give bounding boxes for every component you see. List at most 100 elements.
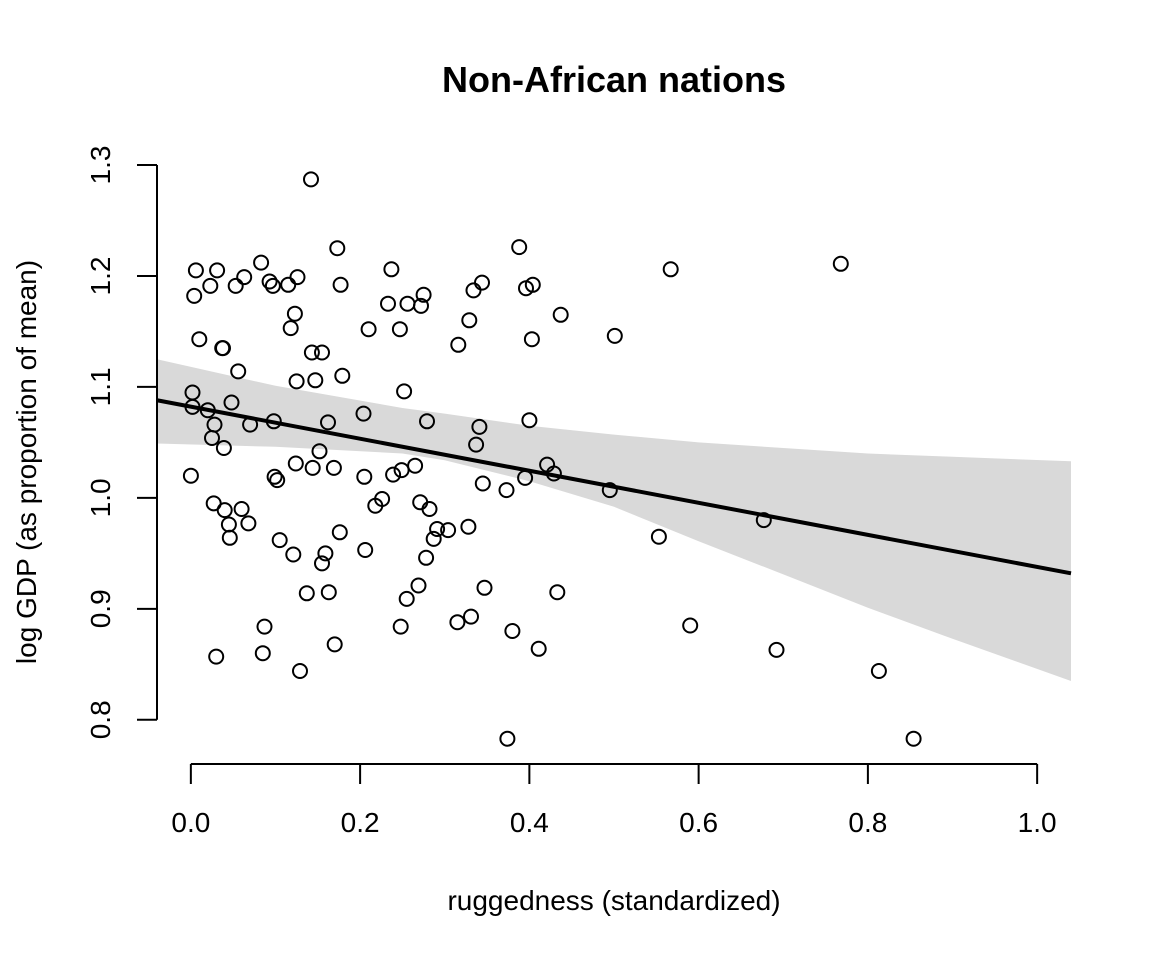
data-point-99 <box>504 623 521 639</box>
data-point-82 <box>421 501 438 517</box>
data-point-104 <box>523 331 540 348</box>
data-point-32 <box>266 468 283 485</box>
data-point-120 <box>905 730 922 747</box>
regression-line <box>156 398 1072 576</box>
data-point-87 <box>450 336 467 353</box>
data-point-3 <box>186 287 203 304</box>
data-point-7 <box>202 277 219 294</box>
data-point-42 <box>292 663 308 679</box>
data-point-16 <box>216 502 233 519</box>
data-point-103 <box>521 412 538 429</box>
data-point-45 <box>303 344 320 361</box>
data-point-58 <box>332 276 349 293</box>
y-axis: 0.8 0.9 1.0 1.1 1.2 1.3 <box>85 146 158 739</box>
data-point-79 <box>415 286 432 303</box>
data-point-46 <box>304 459 321 476</box>
data-point-116 <box>755 512 772 529</box>
data-point-96 <box>476 579 493 596</box>
data-point-72 <box>396 383 413 400</box>
data-point-61 <box>356 468 373 485</box>
data-point-117 <box>768 641 785 658</box>
data-point-21 <box>230 363 247 380</box>
data-point-60 <box>355 405 372 422</box>
y-tick-label: 1.1 <box>85 367 116 406</box>
data-point-74 <box>399 295 416 312</box>
data-point-26 <box>253 254 270 271</box>
data-point-110 <box>552 306 569 323</box>
data-point-18 <box>221 529 238 546</box>
data-point-89 <box>461 312 478 329</box>
data-point-114 <box>662 261 679 278</box>
data-point-37 <box>285 546 302 563</box>
data-point-70 <box>392 618 409 635</box>
data-point-95 <box>474 475 491 492</box>
data-point-30 <box>264 277 281 294</box>
y-axis-label: log GDP (as proportion of mean) <box>11 260 42 664</box>
data-point-63 <box>360 321 377 338</box>
data-point-36 <box>282 320 299 337</box>
x-axis-label: ruggedness (standardized) <box>447 885 780 916</box>
data-point-85 <box>440 522 457 539</box>
data-point-109 <box>549 584 566 601</box>
x-tick-label: 0.2 <box>341 807 380 838</box>
x-tick-label: 0.6 <box>679 807 718 838</box>
data-point-11 <box>208 648 225 665</box>
data-point-113 <box>650 528 667 545</box>
data-point-84 <box>429 521 446 537</box>
data-point-39 <box>287 455 304 472</box>
data-point-66 <box>380 295 396 312</box>
data-point-5 <box>191 331 208 348</box>
data-point-97 <box>498 482 515 499</box>
data-point-115 <box>682 617 699 634</box>
data-point-111 <box>601 482 618 499</box>
data-point-38 <box>286 305 303 322</box>
data-point-93 <box>471 418 488 435</box>
data-point-80 <box>418 549 435 566</box>
data-point-78 <box>413 297 429 314</box>
data-point-35 <box>280 276 297 293</box>
data-point-59 <box>334 367 351 384</box>
data-point-49 <box>314 344 330 361</box>
data-point-81 <box>419 413 435 430</box>
confidence-band-layer <box>157 359 1071 681</box>
data-point-15 <box>215 440 232 456</box>
y-tick-label: 1.0 <box>85 478 116 517</box>
data-point-54 <box>325 459 342 476</box>
data-point-56 <box>329 240 346 257</box>
data-point-92 <box>468 436 485 453</box>
y-tick-label: 1.3 <box>85 146 116 185</box>
data-point-4 <box>187 262 204 279</box>
data-point-118 <box>832 255 849 272</box>
data-point-14 <box>215 340 231 357</box>
data-point-75 <box>407 457 424 474</box>
data-point-34 <box>271 532 288 549</box>
data-points-layer <box>182 171 922 747</box>
data-point-27 <box>254 645 271 662</box>
data-point-29 <box>261 273 278 290</box>
data-point-43 <box>298 585 315 602</box>
data-point-77 <box>412 494 429 511</box>
data-point-22 <box>233 501 250 517</box>
data-point-20 <box>227 277 244 294</box>
data-point-17 <box>220 516 237 533</box>
data-point-65 <box>374 491 391 507</box>
data-point-47 <box>307 372 324 389</box>
data-point-88 <box>460 518 477 535</box>
data-point-48 <box>311 443 328 460</box>
data-point-98 <box>499 730 516 747</box>
data-point-105 <box>524 276 541 293</box>
data-point-106 <box>530 640 547 657</box>
data-point-23 <box>236 269 253 286</box>
data-point-12 <box>209 262 226 279</box>
data-point-57 <box>331 524 348 541</box>
data-point-68 <box>385 466 402 483</box>
y-tick-label: 0.9 <box>85 589 116 628</box>
data-point-86 <box>449 614 466 631</box>
data-point-94 <box>474 274 490 291</box>
data-point-40 <box>288 373 305 390</box>
data-point-44 <box>303 171 319 188</box>
data-point-55 <box>326 636 343 653</box>
data-point-83 <box>425 530 442 547</box>
confidence-band <box>157 359 1071 681</box>
data-point-67 <box>383 261 400 278</box>
